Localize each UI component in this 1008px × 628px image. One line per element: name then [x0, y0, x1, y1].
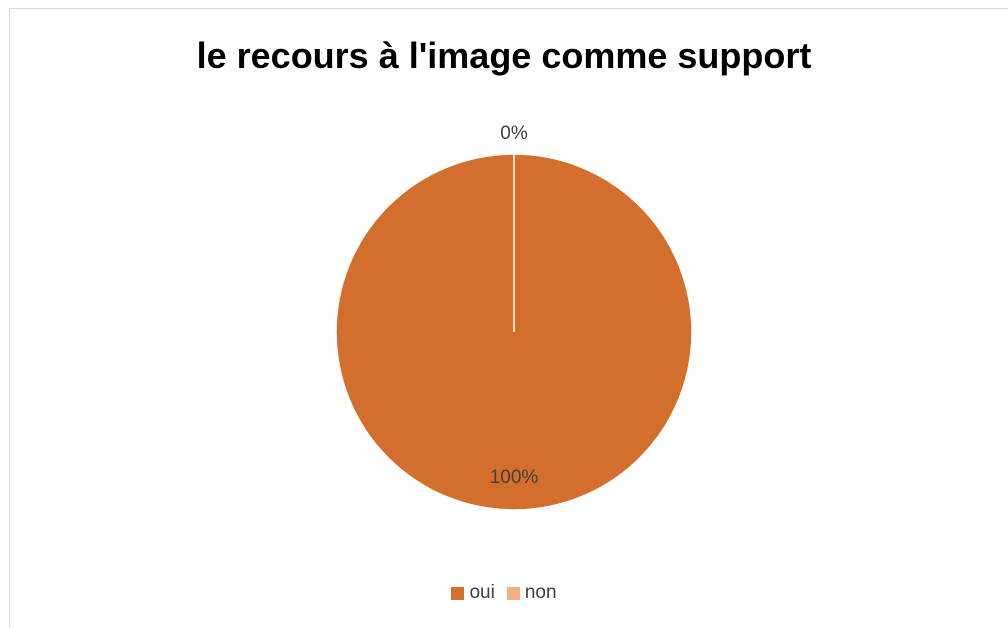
legend-item-oui: oui: [451, 582, 495, 604]
legend-swatch-oui: [451, 586, 465, 600]
legend-label-oui: oui: [469, 582, 495, 603]
data-label-non: 0%: [500, 123, 528, 144]
data-label-oui: 100%: [490, 467, 539, 488]
legend-swatch-non: [506, 586, 520, 600]
pie-slices: [335, 153, 693, 511]
legend-item-non: non: [506, 582, 557, 604]
legend-label-non: non: [524, 582, 557, 603]
chart-title: le recours à l'image comme support: [196, 35, 812, 76]
chart-legend: oui non: [0, 582, 1008, 604]
pie-data-labels: 100% 0%: [490, 123, 539, 488]
